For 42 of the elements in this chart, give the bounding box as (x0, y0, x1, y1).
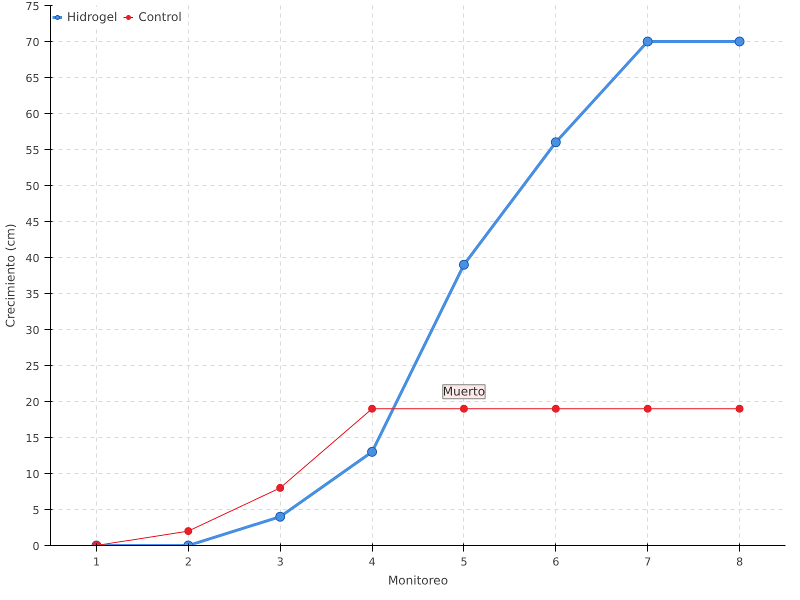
y-tick-label: 30 (26, 324, 40, 337)
y-tick-label: 40 (26, 252, 40, 265)
y-tick-label: 70 (26, 36, 40, 49)
x-tick-label: 7 (644, 556, 652, 568)
annotation: Muerto (442, 384, 486, 399)
point (184, 527, 192, 536)
y-tick-label: 65 (26, 72, 40, 85)
point (275, 512, 286, 522)
y-tick-label: 55 (26, 144, 40, 157)
legend-label: Control (138, 10, 182, 24)
point (736, 404, 744, 413)
point (552, 404, 560, 413)
y-tick-label: 5 (32, 504, 40, 517)
y-tick-label: 0 (32, 540, 40, 553)
point (734, 36, 745, 46)
y-tick-label: 50 (26, 180, 40, 193)
y-tick-label: 15 (26, 432, 40, 445)
x-tick-label: 4 (368, 556, 376, 568)
x-tick-label: 6 (552, 556, 560, 568)
x-tick-label: 5 (460, 556, 468, 568)
x-tick-label: 3 (276, 556, 284, 568)
y-axis-title: Crecimiento (cm) (4, 224, 18, 328)
y-tick-label: 75 (26, 0, 40, 13)
x-tick-label: 8 (736, 556, 744, 568)
y-tick-label: 35 (26, 288, 40, 301)
y-tick-label: 45 (26, 216, 40, 229)
y-tick-label: 20 (26, 396, 40, 409)
y-tick-label: 60 (26, 108, 40, 121)
x-axis-title: Monitoreo (388, 574, 448, 588)
y-tick-label: 10 (26, 468, 40, 481)
x-tick-label: 2 (184, 556, 192, 568)
point (550, 137, 561, 148)
point (367, 446, 378, 457)
point (368, 404, 376, 413)
legend-label: Hidrogel (67, 10, 118, 24)
point (276, 484, 284, 492)
x-tick-label: 1 (92, 556, 100, 568)
point (458, 260, 469, 270)
y-tick-label: 25 (26, 360, 40, 373)
point (460, 404, 468, 413)
point (642, 36, 653, 46)
point (644, 404, 652, 413)
